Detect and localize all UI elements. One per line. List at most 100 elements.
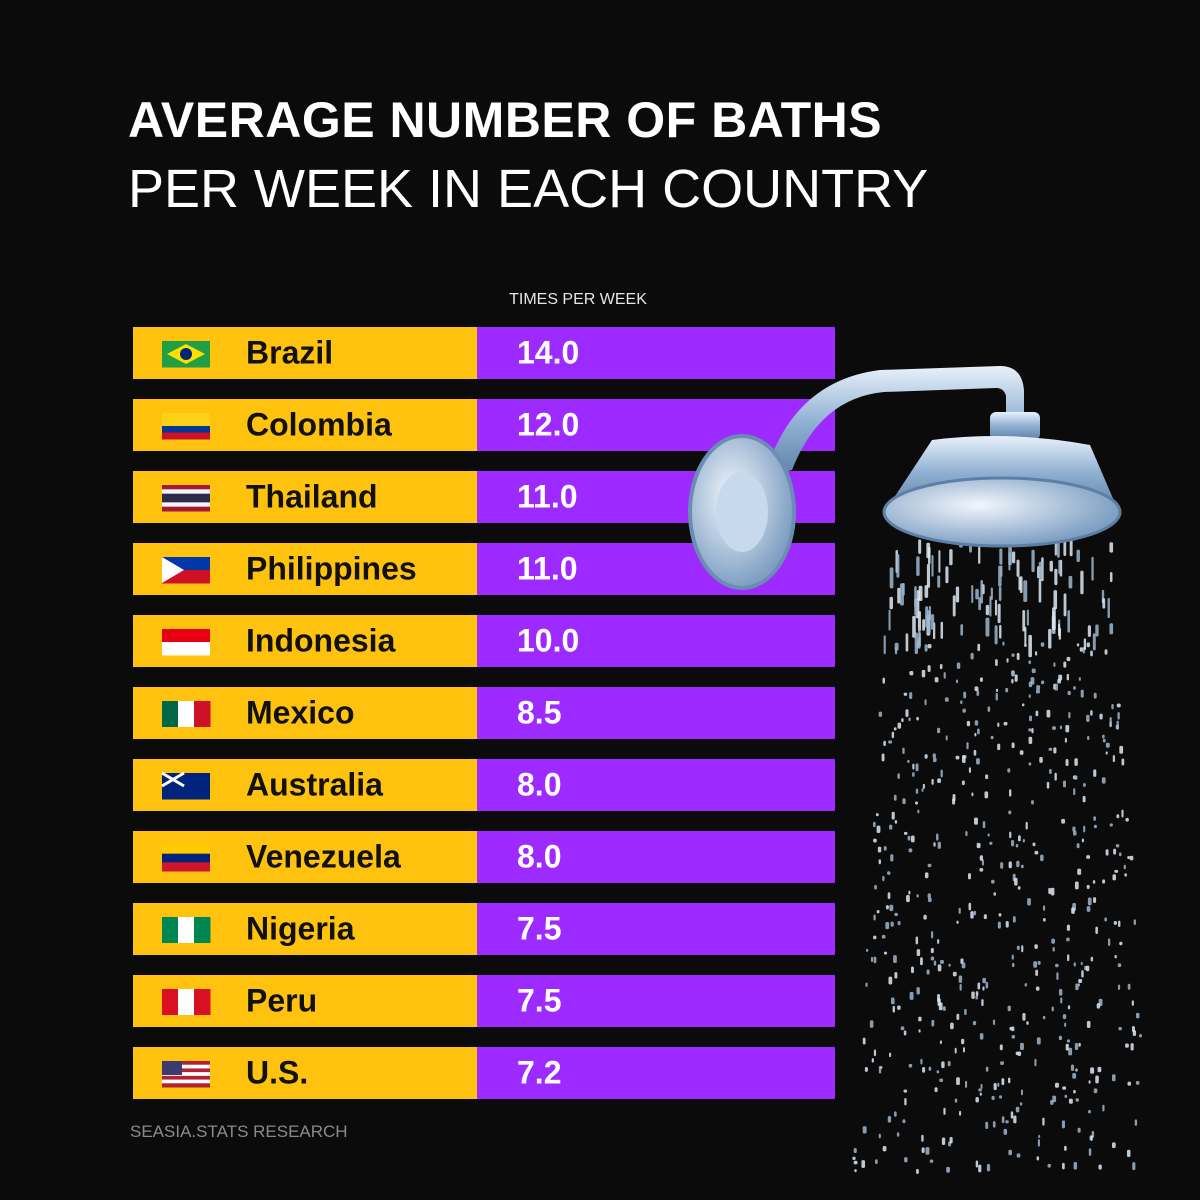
water-drop [1050, 887, 1055, 896]
water-drop [1074, 1043, 1079, 1050]
water-drop [897, 722, 902, 729]
water-drop [1080, 961, 1083, 966]
country-name: Australia [246, 766, 383, 802]
water-drop [907, 759, 910, 763]
water-drop [896, 1132, 900, 1137]
flag-stripe [162, 853, 210, 863]
water-drop [1090, 710, 1093, 716]
title: AVERAGE NUMBER OF BATHS [128, 92, 882, 148]
water-drop [971, 792, 974, 797]
water-drop [941, 1061, 945, 1069]
water-drop [970, 911, 974, 919]
water-drop [861, 1160, 866, 1168]
water-drop [912, 615, 916, 638]
water-drop [901, 718, 904, 723]
water-drop [882, 677, 885, 684]
water-drop [950, 1022, 954, 1030]
water-drop [1011, 1026, 1015, 1032]
water-drop [1099, 713, 1103, 720]
flag-shape [161, 771, 185, 788]
water-drop [1024, 983, 1028, 987]
water-drop [1075, 1098, 1079, 1102]
water-drop [916, 556, 920, 576]
water-drop [1021, 703, 1025, 707]
water-drop [1038, 1134, 1041, 1139]
water-drop [1051, 1006, 1054, 1012]
water-drop [977, 643, 981, 652]
water-drop [873, 956, 877, 964]
bath-value: 11.0 [517, 478, 578, 514]
water-drop [999, 548, 1003, 565]
water-drop [921, 669, 926, 678]
water-drop [945, 735, 948, 741]
water-drop [965, 1080, 968, 1088]
water-drop [1058, 623, 1061, 637]
water-drop [874, 884, 877, 890]
water-drop [962, 708, 966, 713]
water-drop [1024, 643, 1027, 648]
water-drop [891, 731, 895, 739]
flag-stripe [162, 1079, 210, 1084]
water-drop [949, 549, 953, 566]
water-drop [1008, 551, 1011, 571]
value-cell [477, 615, 835, 667]
water-drop [1073, 962, 1076, 967]
water-drop [1112, 754, 1115, 763]
water-drop [1053, 590, 1058, 610]
water-drop [954, 1047, 957, 1054]
water-drop [958, 975, 963, 983]
water-drop [1065, 1043, 1069, 1051]
water-drop [1012, 916, 1016, 923]
water-drop [929, 1159, 934, 1163]
water-drop [956, 1077, 960, 1085]
water-drop [930, 614, 935, 630]
water-drop [916, 894, 919, 898]
value-cell [477, 759, 835, 811]
water-drop [977, 982, 981, 990]
water-drop [1127, 856, 1131, 860]
value-cell [477, 399, 835, 451]
water-drop [876, 910, 880, 914]
water-drop [960, 624, 964, 636]
water-drop [907, 835, 911, 841]
water-drop [1042, 1117, 1045, 1126]
water-drop [924, 872, 929, 879]
bath-value: 14.0 [517, 334, 579, 370]
water-drop [960, 958, 964, 965]
water-drop [1102, 1104, 1105, 1112]
water-drop [1072, 826, 1076, 832]
flag-stripe [178, 989, 195, 1015]
water-drop [1011, 962, 1015, 968]
water-drop [1116, 720, 1119, 727]
water-drop [878, 859, 881, 865]
water-drop [915, 801, 919, 805]
water-drop [1061, 1120, 1066, 1129]
water-drop [972, 1020, 977, 1026]
water-drop [1042, 1015, 1046, 1020]
water-drop [931, 931, 934, 939]
flag-stripe [162, 989, 179, 1015]
water-drop [921, 1147, 925, 1154]
water-drop [1061, 818, 1066, 824]
water-drop [1033, 961, 1038, 968]
water-drop [870, 956, 874, 962]
water-drop [1011, 742, 1015, 749]
water-drop [983, 914, 987, 920]
water-drop [986, 1163, 991, 1172]
water-drop [997, 743, 1001, 751]
water-drop [1054, 1082, 1059, 1088]
water-drop [878, 711, 883, 717]
water-drop [1011, 1035, 1016, 1039]
water-drop [1109, 623, 1114, 635]
water-drop [1111, 1142, 1116, 1149]
water-drop [1008, 1149, 1012, 1156]
water-drop [877, 846, 882, 853]
water-drop [1054, 683, 1058, 691]
water-drop [1020, 1042, 1024, 1050]
flag-stripe [162, 419, 210, 427]
water-drop [887, 1116, 892, 1123]
water-drop [932, 757, 937, 763]
water-drop [1016, 1153, 1021, 1158]
water-drop [1083, 783, 1086, 787]
water-drop [1058, 1035, 1063, 1041]
